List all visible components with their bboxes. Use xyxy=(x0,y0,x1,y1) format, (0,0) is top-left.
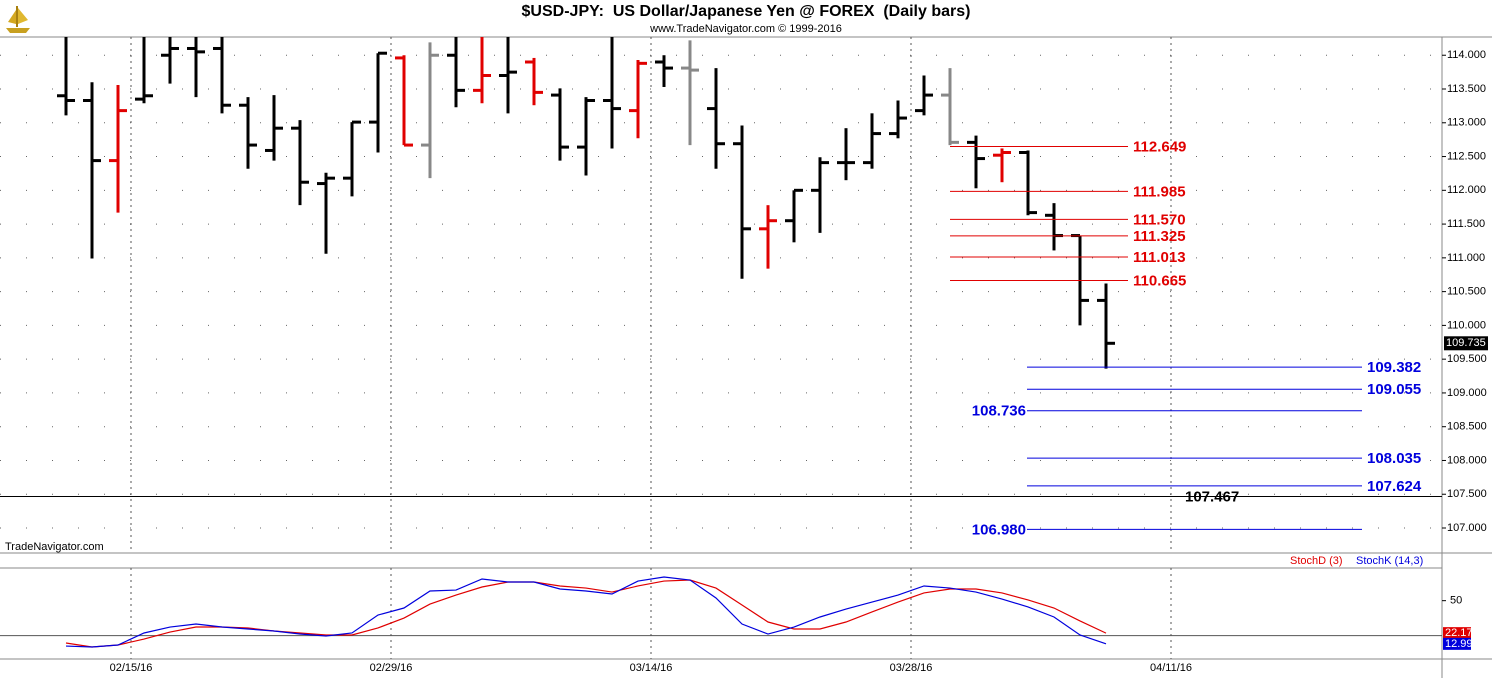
y-tick-label: 108.500 xyxy=(1447,421,1487,433)
chart-subtitle: www.TradeNavigator.com © 1999-2016 xyxy=(649,23,842,35)
legend-entry: StochD (3) xyxy=(1290,555,1343,567)
legend-entry: StochK (14,3) xyxy=(1356,555,1423,567)
level-label: 107.467 xyxy=(1185,488,1239,505)
level-label: 112.649 xyxy=(1133,138,1186,155)
x-tick-label: 03/28/16 xyxy=(890,662,933,674)
last-value-box xyxy=(1443,627,1471,640)
level-label: 109.382 xyxy=(1367,359,1421,376)
y-tick-label: 114.000 xyxy=(1447,49,1486,61)
y-tick-label: 111.500 xyxy=(1447,218,1485,230)
y-tick-label: 107.500 xyxy=(1447,488,1487,500)
level-label: 111.570 xyxy=(1133,211,1186,228)
y-tick-label: 112.500 xyxy=(1447,150,1486,162)
y-tick-label: 109.000 xyxy=(1447,387,1487,399)
y-tick-label: 113.500 xyxy=(1447,83,1486,95)
last-value-box xyxy=(1443,637,1471,650)
chart-title: $USD-JPY: US Dollar/Japanese Yen @ FOREX… xyxy=(522,3,971,20)
y-tick-label: 109.500 xyxy=(1447,353,1487,365)
logo xyxy=(6,6,30,33)
level-label: 111.325 xyxy=(1133,228,1186,245)
last-value-label: 12.99 xyxy=(1445,638,1473,650)
x-tick-label: 02/29/16 xyxy=(370,662,413,674)
level-label: 109.055 xyxy=(1367,381,1421,398)
level-label: 108.035 xyxy=(1367,450,1421,467)
y-tick-label: 110.500 xyxy=(1447,286,1486,298)
x-tick-label: 02/15/16 xyxy=(110,662,153,674)
x-tick-label: 03/14/16 xyxy=(630,662,673,674)
last-price-box xyxy=(1444,336,1488,351)
level-label: 111.013 xyxy=(1133,249,1186,266)
price-pane xyxy=(57,37,1115,369)
stoch-line xyxy=(65,576,1107,648)
y-tick-label: 107.000 xyxy=(1447,522,1487,534)
y-tick-label: 112.000 xyxy=(1447,184,1486,196)
last-value-label: 22.17 xyxy=(1445,627,1473,639)
level-label: 111.985 xyxy=(1133,183,1186,200)
last-price-label: 109.735 xyxy=(1446,337,1486,349)
x-tick-label: 04/11/16 xyxy=(1150,662,1192,674)
level-label: 106.980 xyxy=(972,521,1026,538)
y-tick-label: 108.000 xyxy=(1447,454,1487,466)
stoch-line xyxy=(65,579,1107,648)
y-tick-label: 111.000 xyxy=(1447,252,1485,264)
y-tick-label: 110.000 xyxy=(1447,319,1486,331)
y-tick-label: 50 xyxy=(1450,595,1462,607)
level-label: 110.665 xyxy=(1133,272,1186,289)
watermark: TradeNavigator.com xyxy=(5,541,104,553)
y-tick-label: 113.000 xyxy=(1447,117,1486,129)
level-label: 108.736 xyxy=(972,403,1026,420)
level-label: 107.624 xyxy=(1367,478,1422,495)
